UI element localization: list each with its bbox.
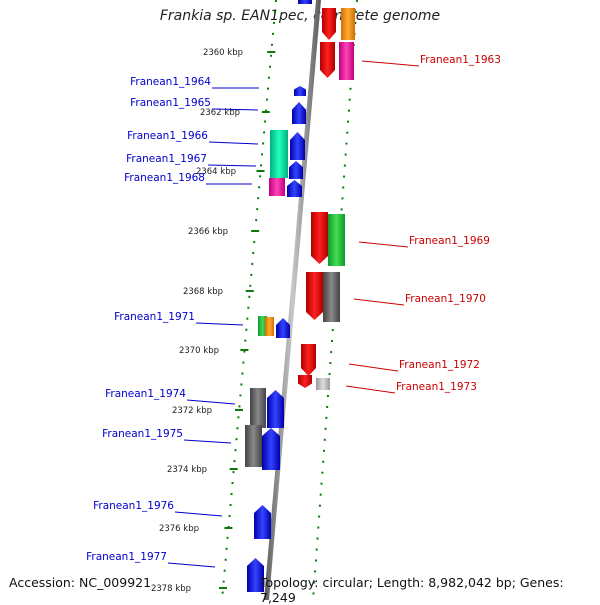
gene-label[interactable]: Franean1_1973 [396, 381, 477, 393]
gene-feature[interactable] [294, 86, 306, 96]
right-tick-guide [312, 0, 358, 600]
gene-feature[interactable] [311, 212, 328, 264]
leader-line [361, 60, 420, 67]
gene-feature[interactable] [339, 42, 354, 80]
leader-line [207, 164, 257, 167]
accession-text: Accession: NC_009921 [9, 575, 152, 590]
gene-feature[interactable] [298, 375, 312, 388]
tick-label: 2372 kbp [172, 406, 212, 416]
leader-line [208, 141, 259, 145]
gene-label[interactable]: Franean1_1970 [405, 293, 486, 305]
genome-stats-text: Topology: circular; Length: 8,982,042 bp… [260, 575, 564, 605]
gene-feature[interactable] [290, 132, 305, 160]
gene-feature[interactable] [322, 8, 336, 40]
gene-feature[interactable] [298, 0, 312, 4]
tick-label: 2376 kbp [159, 524, 199, 534]
leader-line [211, 108, 259, 111]
tick-label: 2370 kbp [179, 346, 219, 356]
gene-label[interactable]: Franean1_1967 [126, 153, 207, 165]
gene-label[interactable]: Franean1_1972 [399, 359, 480, 371]
leader-line [353, 298, 405, 306]
gene-feature[interactable] [316, 378, 330, 390]
gene-label[interactable]: Franean1_1966 [127, 130, 208, 142]
gene-feature[interactable] [320, 42, 335, 78]
left-tick-guide [221, 0, 277, 600]
gene-label[interactable]: Franean1_1976 [93, 500, 174, 512]
gene-feature[interactable] [328, 214, 345, 266]
gene-feature[interactable] [267, 390, 284, 428]
gene-feature[interactable] [289, 161, 303, 179]
leader-line [183, 439, 232, 444]
leader-line [186, 399, 236, 405]
gene-feature[interactable] [258, 316, 267, 336]
gene-label[interactable]: Franean1_1963 [420, 54, 501, 66]
gene-feature[interactable] [323, 272, 340, 322]
tick-label: 2360 kbp [203, 48, 243, 58]
gene-feature[interactable] [245, 425, 262, 467]
gene-feature[interactable] [262, 428, 280, 470]
leader-line [345, 385, 396, 394]
map-title: Frankia sp. EAN1pec, complete genome [159, 8, 441, 24]
tick-label: 2368 kbp [183, 287, 223, 297]
leader-line [167, 562, 216, 568]
gene-label[interactable]: Franean1_1964 [130, 76, 211, 88]
leader-line [174, 511, 223, 517]
gene-label[interactable]: Franean1_1965 [130, 97, 211, 109]
gene-feature[interactable] [306, 272, 323, 320]
leader-line [348, 363, 399, 372]
gene-feature[interactable] [341, 8, 355, 40]
tick-label: 2364 kbp [196, 167, 236, 177]
gene-feature[interactable] [269, 178, 285, 196]
gene-feature[interactable] [247, 558, 264, 592]
gene-feature[interactable] [292, 102, 306, 124]
gene-feature[interactable] [250, 388, 266, 428]
tick-label: 2362 kbp [200, 108, 240, 118]
gene-label[interactable]: Franean1_1971 [114, 311, 195, 323]
gene-label[interactable]: Franean1_1968 [124, 172, 205, 184]
leader-line [195, 322, 244, 326]
gene-label[interactable]: Franean1_1969 [409, 235, 490, 247]
tick-label: 2366 kbp [188, 227, 228, 237]
gene-feature[interactable] [265, 317, 274, 336]
tick-label: 2378 kbp [151, 584, 191, 594]
gene-label[interactable]: Franean1_1977 [86, 551, 167, 563]
leader-line [358, 241, 409, 248]
gene-feature[interactable] [270, 130, 288, 178]
tick-label: 2374 kbp [167, 465, 207, 475]
gene-feature[interactable] [287, 180, 302, 197]
gene-label[interactable]: Franean1_1974 [105, 388, 186, 400]
gene-feature[interactable] [301, 344, 316, 376]
gene-feature[interactable] [254, 505, 271, 539]
gene-feature[interactable] [276, 318, 290, 338]
gene-label[interactable]: Franean1_1975 [102, 428, 183, 440]
